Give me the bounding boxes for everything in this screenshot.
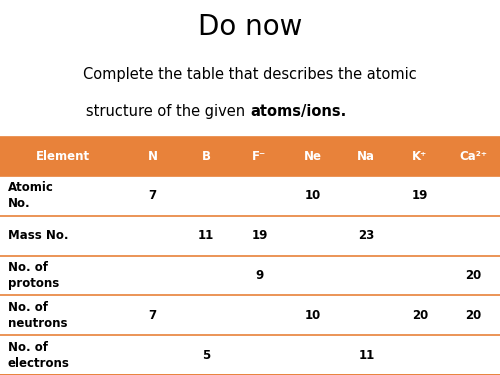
Text: 9: 9 <box>256 269 264 282</box>
Text: 10: 10 <box>305 309 321 322</box>
Text: 20: 20 <box>412 309 428 322</box>
Text: 11: 11 <box>358 349 374 361</box>
Text: atoms/ions.: atoms/ions. <box>250 104 346 119</box>
Text: N: N <box>148 150 158 163</box>
Text: structure of the given: structure of the given <box>72 104 250 119</box>
Text: Element: Element <box>36 150 90 163</box>
Text: Do now: Do now <box>198 13 302 40</box>
Text: F⁻: F⁻ <box>252 150 266 163</box>
Text: No. of
protons: No. of protons <box>8 261 59 290</box>
Text: 10: 10 <box>305 189 321 202</box>
Text: Ca²⁺: Ca²⁺ <box>460 150 487 163</box>
Text: K⁺: K⁺ <box>412 150 428 163</box>
Text: 5: 5 <box>202 349 210 361</box>
Text: 7: 7 <box>148 309 156 322</box>
Text: Complete the table that describes the atomic: Complete the table that describes the at… <box>83 67 417 82</box>
Bar <box>0 136 500 176</box>
Text: 20: 20 <box>465 309 481 322</box>
Text: Mass No.: Mass No. <box>8 229 68 242</box>
Text: 23: 23 <box>358 229 374 242</box>
Text: No. of
electrons: No. of electrons <box>8 340 70 370</box>
Text: 19: 19 <box>412 189 428 202</box>
Text: 19: 19 <box>251 229 268 242</box>
Text: No. of
neutrons: No. of neutrons <box>8 301 67 330</box>
Text: 20: 20 <box>465 269 481 282</box>
Text: Atomic
No.: Atomic No. <box>8 181 54 210</box>
Text: Na: Na <box>358 150 376 163</box>
Text: 11: 11 <box>198 229 214 242</box>
Text: B: B <box>202 150 210 163</box>
Text: Ne: Ne <box>304 150 322 163</box>
Text: 7: 7 <box>148 189 156 202</box>
